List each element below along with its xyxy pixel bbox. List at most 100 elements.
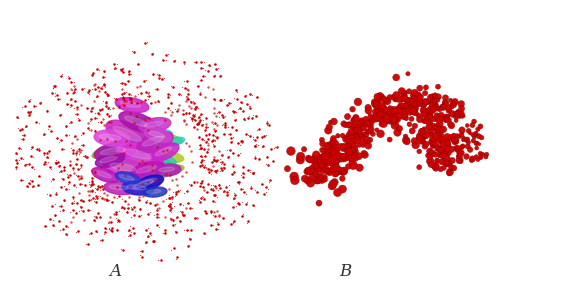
Point: [426, 106, 435, 110]
Point: [365, 137, 374, 142]
Point: [438, 159, 447, 164]
Point: [70, 84, 79, 88]
Point: [426, 159, 435, 164]
Point: [387, 108, 396, 112]
Point: [397, 107, 406, 112]
Point: [434, 127, 443, 132]
Point: [444, 159, 453, 164]
Point: [94, 89, 103, 94]
Point: [138, 194, 147, 198]
Point: [456, 151, 465, 155]
Point: [331, 148, 340, 153]
Point: [463, 123, 472, 128]
Point: [390, 123, 399, 128]
Point: [210, 110, 219, 115]
Ellipse shape: [117, 143, 164, 167]
Ellipse shape: [94, 130, 130, 146]
Point: [472, 146, 481, 151]
Point: [77, 103, 86, 107]
Point: [402, 138, 411, 142]
Point: [458, 113, 467, 118]
Point: [402, 103, 411, 108]
Point: [442, 155, 451, 160]
Ellipse shape: [159, 137, 185, 147]
Point: [346, 152, 355, 156]
Point: [389, 110, 398, 114]
Point: [427, 140, 436, 145]
Point: [328, 167, 337, 172]
Point: [162, 147, 171, 152]
Point: [445, 171, 454, 176]
Point: [385, 137, 394, 142]
Point: [319, 159, 328, 164]
Point: [409, 101, 418, 106]
Point: [349, 152, 358, 157]
Point: [430, 93, 439, 98]
Point: [373, 109, 382, 114]
Point: [403, 98, 412, 103]
Point: [411, 106, 420, 111]
Point: [452, 112, 461, 117]
Point: [332, 160, 341, 165]
Point: [152, 144, 161, 149]
Ellipse shape: [136, 175, 164, 189]
Point: [371, 110, 380, 114]
Point: [351, 132, 360, 136]
Point: [320, 154, 329, 159]
Point: [442, 118, 451, 123]
Point: [213, 168, 222, 173]
Point: [402, 102, 411, 107]
Point: [351, 130, 360, 135]
Ellipse shape: [94, 142, 136, 162]
Point: [312, 173, 321, 178]
Point: [390, 118, 399, 123]
Ellipse shape: [147, 132, 183, 144]
Point: [375, 116, 384, 121]
Point: [364, 105, 373, 110]
Point: [428, 151, 437, 156]
Point: [212, 186, 221, 191]
Point: [351, 115, 360, 120]
Point: [442, 161, 451, 166]
Point: [468, 132, 477, 137]
Point: [362, 117, 371, 122]
Point: [413, 93, 422, 98]
Point: [99, 117, 108, 122]
Ellipse shape: [139, 118, 171, 132]
Point: [306, 181, 315, 185]
Point: [414, 113, 423, 118]
Point: [474, 134, 483, 139]
Point: [426, 128, 435, 133]
Point: [449, 102, 458, 107]
Point: [421, 91, 430, 95]
Point: [394, 113, 403, 118]
Point: [372, 102, 381, 106]
Point: [354, 154, 363, 159]
Point: [433, 113, 442, 118]
Point: [378, 106, 387, 111]
Point: [86, 188, 95, 193]
Ellipse shape: [126, 147, 184, 163]
Point: [443, 142, 452, 146]
Point: [482, 154, 491, 159]
Point: [459, 144, 468, 148]
Point: [448, 158, 457, 163]
Point: [399, 110, 408, 114]
Point: [333, 158, 342, 163]
Point: [159, 148, 168, 153]
Ellipse shape: [127, 185, 146, 190]
Point: [318, 137, 327, 142]
Point: [359, 125, 368, 130]
Point: [450, 166, 459, 171]
Point: [342, 145, 351, 149]
Point: [420, 113, 429, 118]
Point: [349, 122, 358, 127]
Point: [99, 122, 108, 127]
Point: [473, 127, 482, 132]
Point: [320, 175, 329, 179]
Point: [447, 165, 456, 170]
Point: [335, 169, 344, 173]
Point: [410, 93, 419, 98]
Point: [344, 146, 353, 151]
Point: [413, 93, 422, 98]
